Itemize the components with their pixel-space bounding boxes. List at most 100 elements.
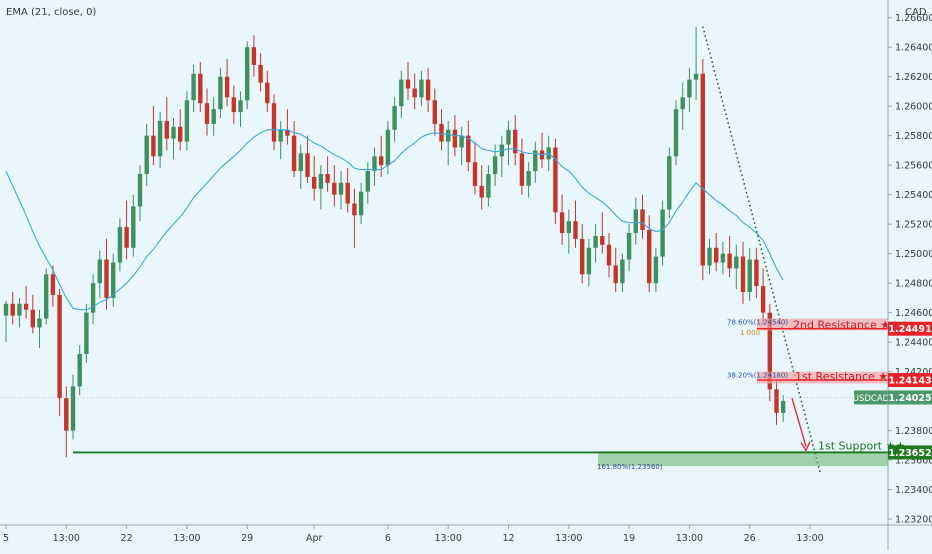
resistance-1-zone <box>757 371 888 384</box>
candle-body <box>472 162 478 186</box>
candle-body <box>392 106 397 130</box>
candle-body <box>566 221 571 234</box>
fib-label: 161.80%(1.23560) <box>597 463 663 471</box>
trend-line <box>702 26 821 473</box>
price-tick-label: 1.23800 <box>895 426 932 437</box>
candle-body <box>653 256 659 284</box>
candle-body <box>640 209 645 231</box>
candle-body <box>774 389 779 413</box>
candle-body <box>251 47 257 65</box>
candle-body <box>184 100 190 142</box>
candle-body <box>385 129 391 166</box>
candle-body <box>714 247 719 263</box>
candle-body <box>245 47 250 101</box>
candle-body <box>37 318 42 328</box>
symbol-badge-label: USDCAD <box>853 394 890 404</box>
candle-body <box>707 247 712 266</box>
price-tick-label: 1.25000 <box>895 249 932 260</box>
candle-body <box>379 156 384 166</box>
candle-body <box>84 312 89 354</box>
candle-body <box>70 386 76 431</box>
price-tick-label: 1.23200 <box>895 515 932 526</box>
candle-body <box>492 156 498 175</box>
candle-body <box>285 129 290 136</box>
fib-label: 78.60%(1.24540) <box>727 318 788 326</box>
candle-body <box>271 103 277 142</box>
candle-body <box>399 79 404 107</box>
fib-label: 1.000 <box>740 329 760 337</box>
projection-arrow <box>791 397 807 447</box>
candle-body <box>734 256 739 269</box>
candle-body <box>124 227 129 248</box>
candle-body <box>760 286 766 313</box>
candle-body <box>218 76 223 110</box>
ema-layer <box>5 129 784 311</box>
candle-body <box>365 171 370 192</box>
candle-body <box>412 88 417 98</box>
resistance-1-label: 1st Resistance ★★★ <box>795 370 908 383</box>
candle-body <box>137 174 143 207</box>
candle-body <box>687 79 692 98</box>
candle-body <box>727 253 732 269</box>
candle-body <box>278 129 283 142</box>
time-tick-label: 13:00 <box>435 533 462 544</box>
candle-body <box>559 212 565 234</box>
candle-body <box>439 123 444 142</box>
price-tick-label: 1.26000 <box>895 102 932 113</box>
candle-body <box>325 174 330 183</box>
candle-body <box>90 283 96 313</box>
candle-body <box>593 235 598 248</box>
candle-body <box>151 135 156 157</box>
candle-body <box>211 109 216 124</box>
candle-body <box>553 147 558 213</box>
candle-body <box>466 135 471 163</box>
time-tick-label: 22 <box>121 533 133 544</box>
candle-body <box>338 182 344 195</box>
candle-body <box>23 303 29 310</box>
projection-arrow-head <box>800 441 811 452</box>
candle-body <box>44 274 49 319</box>
indicator-label[interactable]: EMA (21, close, 0) <box>6 7 96 18</box>
candle-body <box>224 76 230 98</box>
candle-body <box>781 401 786 413</box>
time-tick-label: 13:00 <box>53 533 80 544</box>
candle-body <box>305 153 310 177</box>
candle-body <box>352 203 357 216</box>
candle-body <box>111 262 116 298</box>
candle-body <box>265 82 270 104</box>
price-tick-label: 1.25600 <box>895 161 932 172</box>
candle-body <box>77 353 82 387</box>
candle-body <box>57 294 62 399</box>
candle-body <box>680 97 685 110</box>
candle-body <box>164 120 169 139</box>
support-1-label: 1st Support ★★ <box>818 439 905 452</box>
support-price-badge <box>888 445 932 460</box>
time-tick-label: 29 <box>241 533 253 544</box>
resistance-2-label: 2nd Resistance ★★★ <box>793 319 910 332</box>
price-badge-label: 1.24143 <box>888 376 931 387</box>
time-tick-label: 13:00 <box>555 533 582 544</box>
candle-body <box>312 176 317 189</box>
candle-body <box>332 182 337 195</box>
time-axis[interactable]: 5 13:00 22 13:00 29 Apr 6 13:00 12 13:00 19 13:00 26… <box>3 525 824 544</box>
price-tick-label: 1.24600 <box>895 308 932 319</box>
fib-label: 38.20%(1.24180) <box>727 372 788 380</box>
candle-body <box>157 120 163 157</box>
candle-body <box>633 209 638 234</box>
candle-body <box>117 227 123 263</box>
time-tick-label: 13:00 <box>796 533 823 544</box>
candle-body <box>97 259 102 284</box>
candle-body <box>533 150 538 172</box>
candle-body <box>191 73 196 101</box>
candle-body <box>693 73 699 80</box>
candle-body <box>740 256 746 292</box>
candle-body <box>660 209 665 257</box>
current-price-label: 1.24025 <box>888 393 931 404</box>
time-tick-label: 12 <box>502 533 514 544</box>
candle-body <box>613 265 618 284</box>
candle-body <box>452 129 458 148</box>
candle-body <box>586 247 592 275</box>
